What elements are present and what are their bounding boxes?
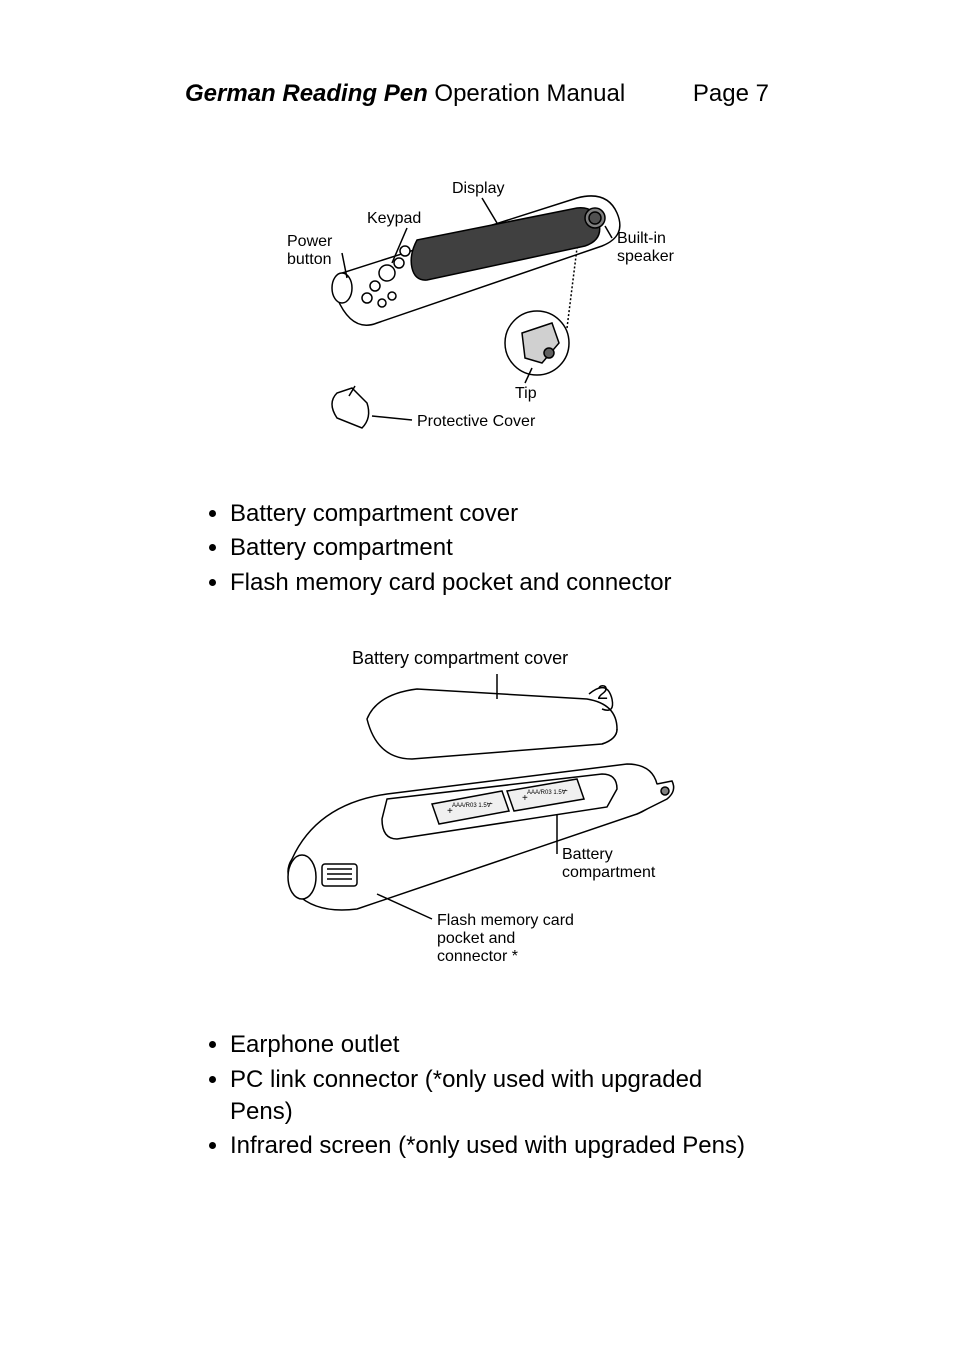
list1-item-0: Battery compartment cover bbox=[230, 498, 769, 530]
page-header: German Reading Pen Operation Manual Page… bbox=[185, 80, 769, 108]
list1-item-1: Battery compartment bbox=[230, 532, 769, 564]
list2-item-2: Infrared screen (*only used with upgrade… bbox=[230, 1130, 769, 1162]
label-battery-l2: compartment bbox=[562, 864, 656, 881]
header-left: German Reading Pen Operation Manual bbox=[185, 80, 625, 108]
label-flash-l1: Flash memory card bbox=[437, 912, 574, 929]
label-flash-l2: pocket and bbox=[437, 930, 515, 947]
svg-text:AAA/R03 1.5V: AAA/R03 1.5V bbox=[452, 803, 491, 809]
pen-battery-diagram: Battery compartment cover 2 + − + − bbox=[247, 639, 707, 979]
page-number: Page 7 bbox=[693, 80, 769, 108]
title-normal: Operation Manual bbox=[428, 80, 625, 107]
bullet-list-2: Earphone outlet PC link connector (*only… bbox=[185, 1029, 769, 1163]
label-display: Display bbox=[452, 180, 504, 197]
list2-item-0: Earphone outlet bbox=[230, 1029, 769, 1061]
label-power-button-l1: Power bbox=[287, 233, 333, 250]
title-italic: German Reading Pen bbox=[185, 80, 428, 107]
list1-item-2: Flash memory card pocket and connector bbox=[230, 567, 769, 599]
label-speaker-l2: speaker bbox=[617, 248, 675, 265]
label-tip: Tip bbox=[515, 385, 537, 402]
manual-page: German Reading Pen Operation Manual Page… bbox=[0, 0, 954, 1349]
label-power-button-l2: button bbox=[287, 251, 331, 268]
pen-front-diagram: Display Keypad Power button Built-in spe… bbox=[267, 168, 687, 448]
label-keypad: Keypad bbox=[367, 210, 421, 227]
svg-text:AAA/R03 1.5V: AAA/R03 1.5V bbox=[527, 790, 566, 796]
bullet-list-1: Battery compartment cover Battery compar… bbox=[185, 498, 769, 599]
label-protective-cover: Protective Cover bbox=[417, 413, 536, 430]
list2-item-1: PC link connector (*only used with upgra… bbox=[230, 1064, 769, 1129]
label-speaker-l1: Built-in bbox=[617, 230, 666, 247]
svg-text:2: 2 bbox=[597, 682, 608, 704]
label-flash-l3: connector * bbox=[437, 948, 518, 965]
label-battery-l1: Battery bbox=[562, 846, 613, 863]
diagram2-title: Battery compartment cover bbox=[352, 648, 568, 668]
